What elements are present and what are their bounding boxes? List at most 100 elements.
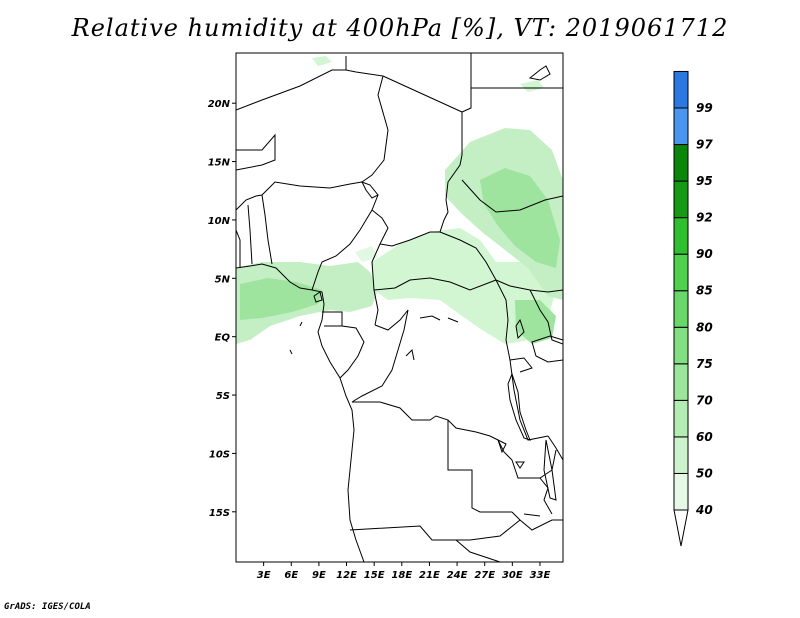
lon-tick-label: 24E [447, 570, 468, 581]
island-saotome [299, 321, 303, 327]
lake-victoria [531, 335, 563, 363]
coastline-west-africa [236, 263, 365, 562]
colorbar-segment [673, 253, 689, 292]
border-coast-west [236, 229, 241, 268]
border-angola-namibia [349, 519, 521, 541]
chart-title: Relative humidity at 400hPa [%], VT: 201… [71, 14, 729, 42]
humidity-region-top-fleck [312, 56, 332, 66]
island-bioko [313, 291, 323, 303]
colorbar-segment [673, 144, 689, 182]
lon-tick-label: 12E [336, 570, 357, 581]
colorbar-level-label: 50 [696, 466, 713, 480]
lat-tick-label: EQ [215, 333, 231, 344]
colorbar-segment [673, 436, 689, 474]
border-botswana [455, 539, 501, 562]
border-ghana-togo [236, 194, 263, 211]
lat-tick-label: 5S [216, 391, 230, 402]
border-libya-egypt [461, 53, 472, 113]
border-eq-guinea [322, 311, 343, 327]
colorbar-level-label: 97 [696, 138, 713, 152]
border-niger-nigeria [261, 181, 363, 196]
river-mark-4 [515, 461, 525, 469]
colorbar-segment [673, 326, 689, 365]
lake-mweru [497, 439, 507, 454]
lon-tick-label: 15E [364, 570, 385, 581]
lat-tick-label: 15N [208, 158, 231, 169]
lake-tanganyika [507, 372, 531, 441]
country-borders [236, 53, 563, 562]
lat-tick-label: 20N [208, 99, 231, 110]
colorbar-level-label: 80 [696, 320, 713, 334]
border-rwanda [509, 357, 533, 373]
colorbar-level-label: 99 [696, 101, 713, 115]
border-togo [247, 204, 253, 265]
colorbar-level-label: 60 [696, 430, 713, 444]
border-congo-drc [351, 309, 409, 403]
grads-credit: GrADS: IGES/COLA [4, 602, 91, 612]
island-north [528, 65, 551, 81]
colorbar-level-label: 95 [696, 174, 713, 188]
colorbar-low-arrow [673, 509, 689, 547]
humidity-region-west-fleck [355, 246, 378, 262]
colorbar-level-label: 75 [696, 357, 713, 371]
border-mali-niger [236, 133, 276, 171]
border-drc-angola [352, 401, 499, 441]
border-sudan-southsudan [461, 179, 563, 213]
colorbar: 40 50 60 70 75 80 85 90 92 95 97 99 [673, 70, 713, 547]
map-axes: 20N 15N 10N 5N EQ 5S 10S 15S 3E 6E 9E 12E 15E 18E 21E 2… [208, 99, 551, 581]
colorbar-segment [673, 290, 689, 328]
colorbar-level-label: 90 [696, 247, 713, 261]
border-benin-nigeria [261, 194, 273, 265]
colorbar-segment [673, 472, 689, 511]
border-chad-sudan [439, 154, 463, 233]
lat-tick-label: 10S [209, 449, 230, 460]
border-niger-chad [361, 75, 389, 183]
humidity-region-north-fleck [520, 80, 544, 92]
lake-albert [515, 318, 525, 340]
border-malawi [539, 477, 553, 515]
colorbar-level-label: 70 [696, 393, 713, 407]
colorbar-segment [673, 399, 689, 438]
lon-tick-label: 30E [502, 570, 523, 581]
lake-malawi [543, 439, 557, 501]
lat-tick-label: 15S [209, 508, 230, 519]
colorbar-level-label: 40 [695, 503, 713, 517]
border-uganda-kenya [529, 289, 563, 345]
border-angola-zambia [447, 420, 512, 513]
colorbar-segment [673, 363, 689, 401]
lon-tick-label: 21E [419, 570, 440, 581]
humidity-region-lake-victoria [515, 300, 556, 344]
lat-tick-label: 5N [215, 274, 231, 285]
border-gabon-congo [339, 325, 365, 379]
border-chad-libya [382, 75, 463, 155]
humidity-region-central [372, 228, 556, 344]
colorbar-level-label: 92 [696, 211, 713, 225]
river-mark-3 [405, 348, 415, 361]
map-frame [235, 52, 564, 563]
border-tanzania-mozambique [547, 435, 563, 461]
border-nigeria-cameroon [311, 194, 379, 291]
border-car-drc [373, 277, 497, 291]
lon-tick-label: 33E [530, 570, 551, 581]
border-niger-algeria [236, 69, 384, 111]
colorbar-segment [673, 107, 689, 146]
lon-tick-label: 9E [312, 570, 326, 581]
colorbar-segment [673, 217, 689, 255]
lat-tick-label: 10N [208, 216, 231, 227]
border-car-sudans [439, 231, 497, 281]
lon-tick-label: 6E [284, 570, 298, 581]
colorbar-level-label: 85 [696, 284, 713, 298]
border-zambia-zimbabwe [511, 511, 563, 531]
colorbar-segment [673, 180, 689, 219]
river-mark-1 [419, 315, 441, 321]
river-mark-5 [523, 513, 541, 517]
border-chad-car [371, 209, 440, 247]
lon-tick-label: 18E [391, 570, 412, 581]
river-mark-2 [447, 317, 459, 323]
lon-tick-label: 3E [257, 570, 271, 581]
colorbar-segment [673, 70, 689, 109]
lon-tick-label: 27E [474, 570, 495, 581]
humidity-region-northeast-core [480, 168, 560, 268]
lake-chad [360, 181, 379, 199]
